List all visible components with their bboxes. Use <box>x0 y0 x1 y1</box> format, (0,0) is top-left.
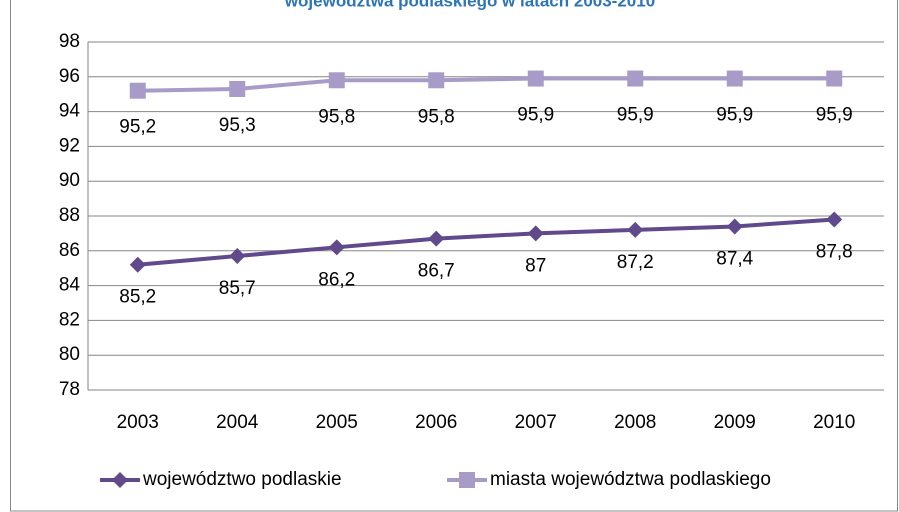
data-label: 87,2 <box>617 252 654 273</box>
data-label: 86,7 <box>418 261 455 282</box>
data-label: 95,2 <box>119 117 156 138</box>
y-tick-label: 92 <box>59 135 80 156</box>
marker <box>428 72 445 89</box>
y-tick-label: 82 <box>59 309 80 330</box>
y-tick-label: 80 <box>59 344 80 365</box>
legend-label: województwo podlaskie <box>142 469 342 490</box>
data-label: 95,9 <box>517 105 554 126</box>
y-tick-label: 86 <box>59 240 80 261</box>
y-tick-label: 90 <box>59 170 80 191</box>
x-tick-label: 2010 <box>813 412 855 433</box>
marker <box>229 248 246 265</box>
y-tick-label: 84 <box>59 275 81 296</box>
data-label: 95,8 <box>418 106 455 127</box>
marker <box>726 70 743 87</box>
marker <box>328 72 345 89</box>
data-label: 85,2 <box>119 287 156 308</box>
data-label: 87 <box>525 255 546 276</box>
marker <box>112 472 128 488</box>
x-tick-label: 2008 <box>614 412 656 433</box>
x-tick-label: 2009 <box>714 412 756 433</box>
series-line <box>137 217 835 267</box>
marker <box>527 225 544 242</box>
data-label: 85,7 <box>219 278 256 299</box>
y-tick-label: 94 <box>59 101 81 122</box>
marker <box>826 70 843 87</box>
y-tick-label: 88 <box>59 205 80 226</box>
x-tick-label: 2005 <box>316 412 358 433</box>
marker <box>459 472 475 488</box>
x-tick-label: 2003 <box>117 412 159 433</box>
data-label: 95,9 <box>617 105 654 126</box>
data-label: 86,2 <box>318 269 355 290</box>
x-tick-label: 2004 <box>216 412 259 433</box>
y-tick-label: 96 <box>59 66 80 87</box>
chart-title: województwa podlaskiego w latach 2003-20… <box>284 0 655 10</box>
y-tick-label: 78 <box>59 379 80 400</box>
series-line <box>137 76 835 93</box>
marker <box>428 230 445 247</box>
marker <box>527 70 544 87</box>
chart-border <box>10 0 898 512</box>
marker <box>726 218 743 235</box>
marker <box>826 211 843 228</box>
data-label: 87,8 <box>816 241 853 262</box>
data-label: 87,4 <box>716 248 753 269</box>
marker <box>229 80 246 97</box>
y-tick-label: 98 <box>59 31 80 52</box>
marker <box>328 239 345 256</box>
x-tick-label: 2007 <box>515 412 557 433</box>
marker <box>129 256 146 273</box>
data-label: 95,9 <box>716 105 753 126</box>
legend-label: miasta województwa podlaskiego <box>490 469 771 490</box>
data-label: 95,9 <box>816 105 853 126</box>
x-tick-label: 2006 <box>415 412 457 433</box>
marker <box>627 221 644 238</box>
marker <box>627 70 644 87</box>
data-label: 95,8 <box>318 106 355 127</box>
data-label: 95,3 <box>219 115 256 136</box>
marker <box>129 82 146 99</box>
